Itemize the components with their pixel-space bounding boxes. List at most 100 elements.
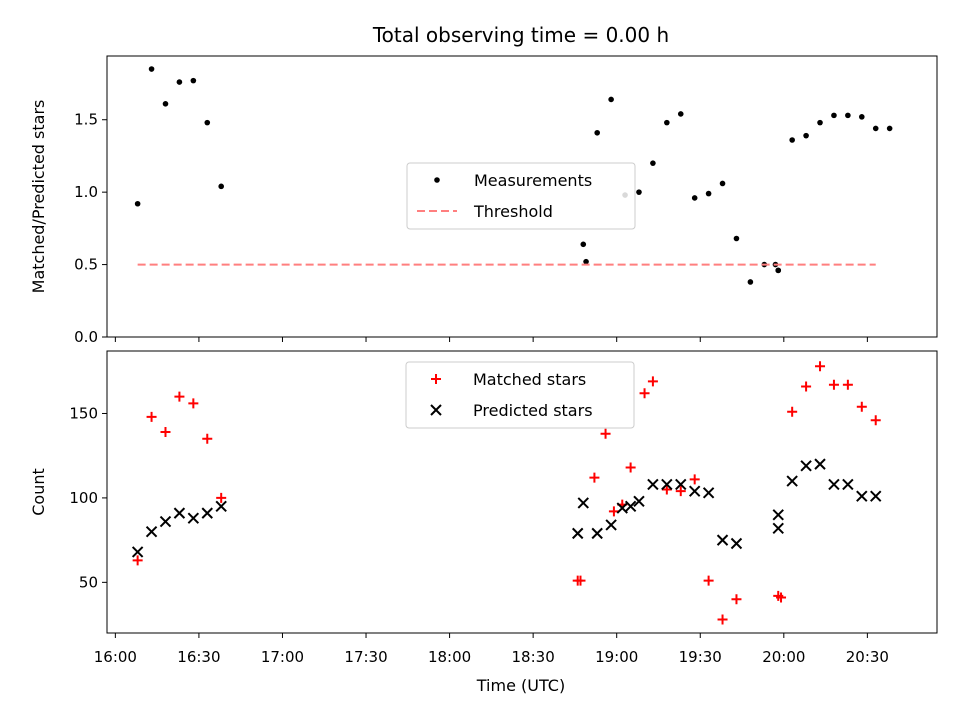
data-point <box>856 490 868 502</box>
legend-label: Predicted stars <box>473 401 593 420</box>
data-point <box>162 100 169 107</box>
legend-box <box>406 162 636 230</box>
data-point <box>786 475 798 487</box>
figure-title: Total observing time = 0.00 h <box>372 23 669 47</box>
legend: Matched stars Predicted stars <box>405 361 635 429</box>
data-point <box>800 460 812 472</box>
x-tick-label: 19:30 <box>679 648 722 666</box>
data-point <box>731 594 742 605</box>
legend-box <box>405 361 635 429</box>
data-point <box>201 507 213 519</box>
y-tick-label: 0.5 <box>74 256 98 274</box>
data-point <box>856 401 867 412</box>
data-point <box>647 478 659 491</box>
data-point <box>842 379 853 390</box>
data-point <box>575 575 586 586</box>
data-point <box>204 119 211 126</box>
data-point <box>716 534 729 546</box>
data-point <box>814 458 826 470</box>
data-point <box>688 485 701 497</box>
data-point <box>636 189 642 195</box>
y-tick-label: 0.0 <box>74 328 98 346</box>
data-point <box>776 592 787 603</box>
data-point <box>845 112 851 119</box>
data-point <box>870 415 881 426</box>
data-point <box>145 525 158 538</box>
data-point <box>591 527 603 540</box>
data-point <box>583 258 589 265</box>
data-point <box>580 241 587 248</box>
bottom-panel: 50 100 150 16:00 16:30 17:00 17:30 18:00 18:30 19… <box>29 350 938 666</box>
y-tick-label: 150 <box>69 404 98 422</box>
plot-frame <box>106 55 938 338</box>
data-point <box>733 235 740 242</box>
data-point <box>789 137 795 143</box>
data-point <box>661 484 672 495</box>
data-point <box>216 492 227 503</box>
x-axis-label: Time (UTC) <box>476 676 565 695</box>
legend: Measurements Threshold <box>406 162 636 230</box>
x-tick-label: 17:30 <box>344 648 387 666</box>
x-tick-label: 16:00 <box>94 648 137 666</box>
data-point <box>218 183 224 190</box>
data-point <box>639 388 650 399</box>
data-point <box>647 376 658 387</box>
data-point <box>148 66 155 72</box>
legend-label: Measurements <box>474 171 592 190</box>
data-point <box>772 522 784 535</box>
data-point <box>858 114 865 120</box>
data-point <box>689 474 700 485</box>
x-tick-label: 18:30 <box>512 648 555 666</box>
data-point <box>190 77 197 84</box>
data-point <box>624 500 637 513</box>
data-point <box>828 379 839 390</box>
data-point <box>677 111 684 117</box>
data-point <box>664 119 670 126</box>
series-matched-stars <box>132 361 881 625</box>
data-point <box>661 478 673 491</box>
data-point <box>173 507 186 519</box>
data-point <box>747 279 754 285</box>
data-point <box>600 428 611 439</box>
data-point <box>605 519 617 531</box>
y-tick-label: 50 <box>79 573 98 591</box>
legend-marker <box>434 177 440 183</box>
data-point <box>159 515 172 528</box>
x-tick-label: 16:30 <box>177 648 220 666</box>
series-predicted-stars <box>131 458 882 558</box>
x-tick-label: 20:30 <box>846 648 889 666</box>
plot-frame <box>106 350 938 634</box>
data-point <box>787 406 798 417</box>
data-point <box>160 427 171 438</box>
data-point <box>801 381 812 392</box>
data-point <box>870 490 882 502</box>
data-point <box>772 509 784 521</box>
y-axis-label: Matched/Predicted stars <box>29 100 48 294</box>
data-point <box>828 478 840 491</box>
data-point <box>886 125 893 132</box>
data-point <box>842 478 854 491</box>
data-point <box>174 391 185 402</box>
legend-marker <box>431 374 441 384</box>
data-point <box>132 555 143 566</box>
data-point <box>817 119 823 126</box>
x-tick-label: 17:00 <box>261 648 304 666</box>
data-point <box>775 267 782 274</box>
data-point <box>717 614 728 625</box>
data-point <box>608 96 614 103</box>
y-axis-label: Count <box>29 468 48 516</box>
data-point <box>831 112 837 119</box>
data-point <box>202 433 213 444</box>
data-point <box>131 546 144 558</box>
data-point <box>616 502 628 514</box>
data-point <box>702 487 715 499</box>
data-point <box>176 79 183 85</box>
legend-label: Matched stars <box>473 370 586 389</box>
data-point <box>625 462 636 473</box>
data-point <box>187 512 200 524</box>
data-point <box>589 472 600 483</box>
legend-marker <box>430 404 442 416</box>
data-point <box>608 506 619 517</box>
data-point <box>675 486 686 497</box>
